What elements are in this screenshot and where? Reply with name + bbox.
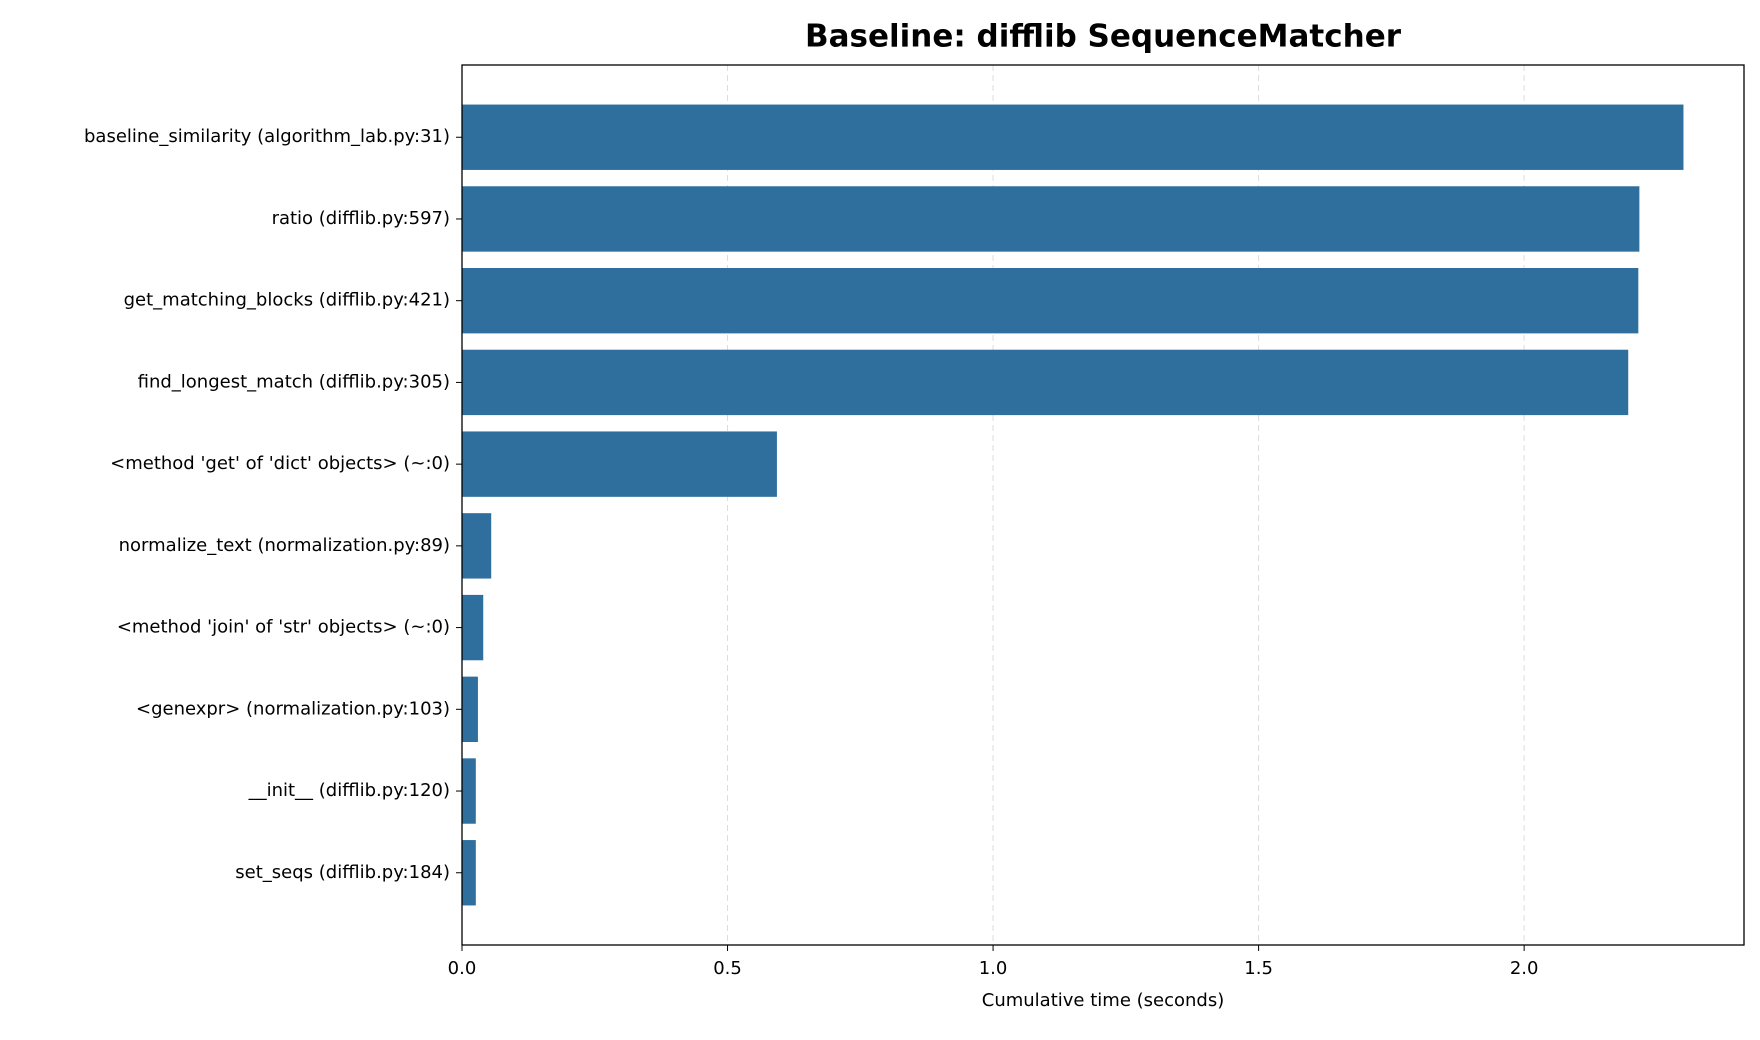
y-tick-label: <genexpr> (normalization.py:103) [136,698,450,719]
x-tick-label: 2.0 [1510,958,1539,979]
y-tick-label: __init__ (difflib.py:120) [248,780,450,801]
bar [462,104,1684,170]
y-tick-label: normalize_text (normalization.py:89) [119,535,450,556]
x-tick-label: 0.0 [448,958,477,979]
x-tick-label: 0.5 [713,958,742,979]
y-tick-label: set_seqs (difflib.py:184) [235,862,450,883]
bar [462,594,484,661]
bar [462,431,777,497]
y-tick-label: ratio (difflib.py:597) [272,208,450,229]
y-tick-label: find_longest_match (difflib.py:305) [138,371,450,392]
bar [462,513,492,579]
x-tick-label: 1.5 [1244,958,1273,979]
plot-frame [461,64,1745,946]
x-tick-label: 1.0 [979,958,1008,979]
bar [462,349,1629,416]
y-tick-label: <method 'get' of 'dict' objects> (~:0) [110,453,450,474]
bar [462,186,1640,252]
x-axis-label: Cumulative time (seconds) [982,990,1224,1011]
bar [462,268,1639,334]
y-tick-label: get_matching_blocks (difflib.py:421) [124,290,450,311]
y-tick-label: <method 'join' of 'str' objects> (~:0) [117,617,450,638]
y-tick-label: baseline_similarity (algorithm_lab.py:31… [84,126,450,147]
chart-title: Baseline: difflib SequenceMatcher [805,19,1402,55]
bar [462,676,478,742]
bar [462,840,476,906]
bar [462,758,476,824]
